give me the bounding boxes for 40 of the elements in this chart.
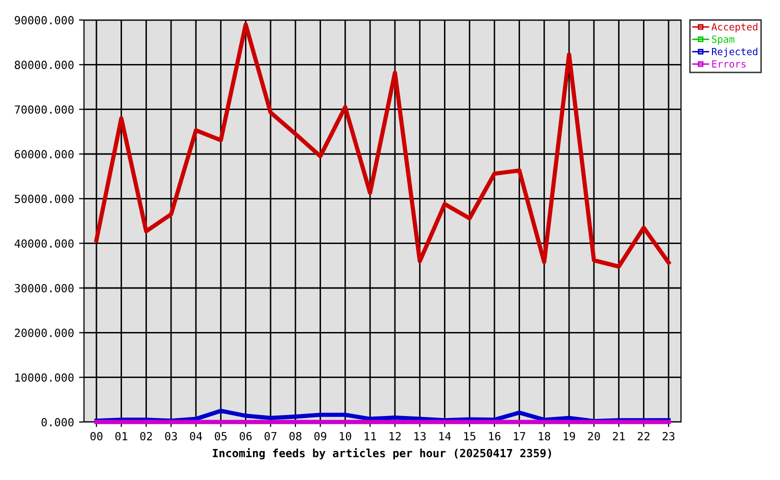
line-series — [94, 22, 671, 269]
y-tick-label: 40000.000 — [14, 239, 74, 248]
x-tick-label: 16 — [489, 432, 500, 440]
x-tick-label: 01 — [115, 432, 128, 440]
x-tick-label: 09 — [314, 432, 326, 440]
legend-label: Rejected — [712, 48, 758, 58]
x-tick-label: 07 — [264, 432, 276, 440]
y-tick-label: 70000.000 — [14, 105, 74, 114]
legend-label: Spam — [712, 36, 734, 45]
x-tick-label: 13 — [414, 432, 426, 440]
legend-label: Errors — [712, 60, 746, 68]
y-tick-label: 80000.000 — [14, 60, 74, 70]
y-tick-label: 10000.000 — [15, 373, 74, 382]
x-tick-label: 19 — [564, 432, 575, 440]
x-tick-label: 12 — [390, 432, 401, 440]
x-tick-label: 23 — [662, 432, 674, 440]
x-tick-label: 08 — [289, 432, 302, 440]
x-tick-label: 06 — [240, 432, 252, 440]
x-tick-label: 03 — [165, 432, 177, 440]
x-tick-label: 02 — [140, 432, 152, 440]
y-tick-label: 30000.000 — [14, 284, 74, 292]
x-tick-label: 15 — [464, 432, 476, 440]
x-tick-label: 10 — [340, 432, 352, 440]
y-tick-label: 50000.000 — [14, 194, 74, 204]
y-tick-label: 20000.000 — [14, 328, 74, 338]
x-tick-label: 20 — [588, 432, 600, 440]
y-tick-label: 0.000 — [42, 418, 74, 426]
x-tick-label: 18 — [538, 432, 550, 440]
x-tick-label: 17 — [514, 432, 526, 440]
y-tick-label: 60000.000 — [14, 150, 74, 158]
x-tick-label: 11 — [364, 432, 376, 440]
y-tick-label: 90000.000 — [14, 16, 74, 24]
x-tick-label: 22 — [638, 432, 650, 440]
x-tick-label: 00 — [90, 432, 102, 440]
x-axis-title: Incoming feeds by articles per hour (20250417 2359) — [212, 448, 552, 460]
x-tick-label: 04 — [190, 432, 202, 440]
legend-label: Accepted — [712, 22, 758, 32]
x-tick-label: 14 — [439, 432, 451, 440]
x-tick-label: 05 — [214, 432, 227, 440]
x-tick-label: 21 — [612, 432, 625, 440]
